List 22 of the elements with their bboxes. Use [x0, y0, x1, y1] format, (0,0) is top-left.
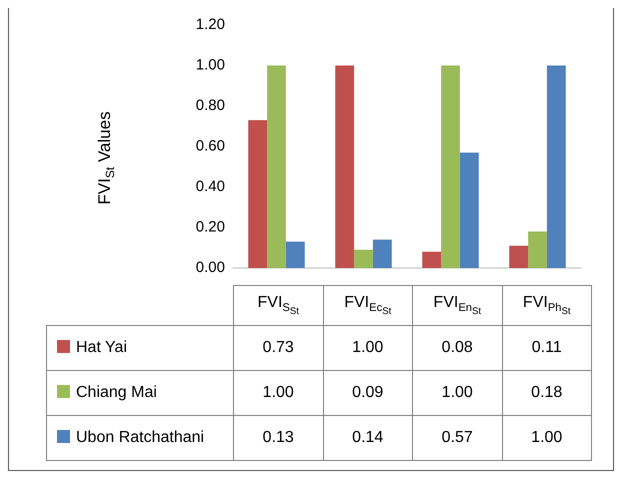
legend-label: Ubon Ratchathani: [46, 416, 234, 460]
legend-label: Hat Yai: [46, 326, 234, 370]
data-label: 0.13: [234, 416, 323, 460]
y-tick-label: 0.60: [196, 138, 225, 155]
y-tick-label: 1.00: [196, 56, 225, 74]
data-label: 0.08: [412, 326, 502, 370]
legend-label: Chiang Mai: [46, 370, 234, 416]
data-label: 1.00: [323, 326, 412, 370]
data-label: 1.00: [502, 416, 592, 460]
data-label: 0.09: [323, 370, 412, 416]
y-tick-label: 1.20: [196, 16, 225, 34]
data-label: 0.14: [323, 416, 412, 460]
data-label: 1.00: [234, 370, 323, 416]
data-label: 0.73: [234, 326, 323, 370]
data-label: 0.11: [502, 326, 592, 370]
data-label: 0.18: [502, 370, 592, 416]
y-tick-label: 0.80: [196, 97, 225, 114]
data-label: 0.57: [412, 416, 502, 460]
y-tick-label: 0.20: [196, 218, 225, 236]
data-label: 1.00: [412, 370, 502, 416]
y-tick-label: 0.40: [196, 178, 225, 196]
y-tick-label: 0.00: [196, 259, 225, 276]
